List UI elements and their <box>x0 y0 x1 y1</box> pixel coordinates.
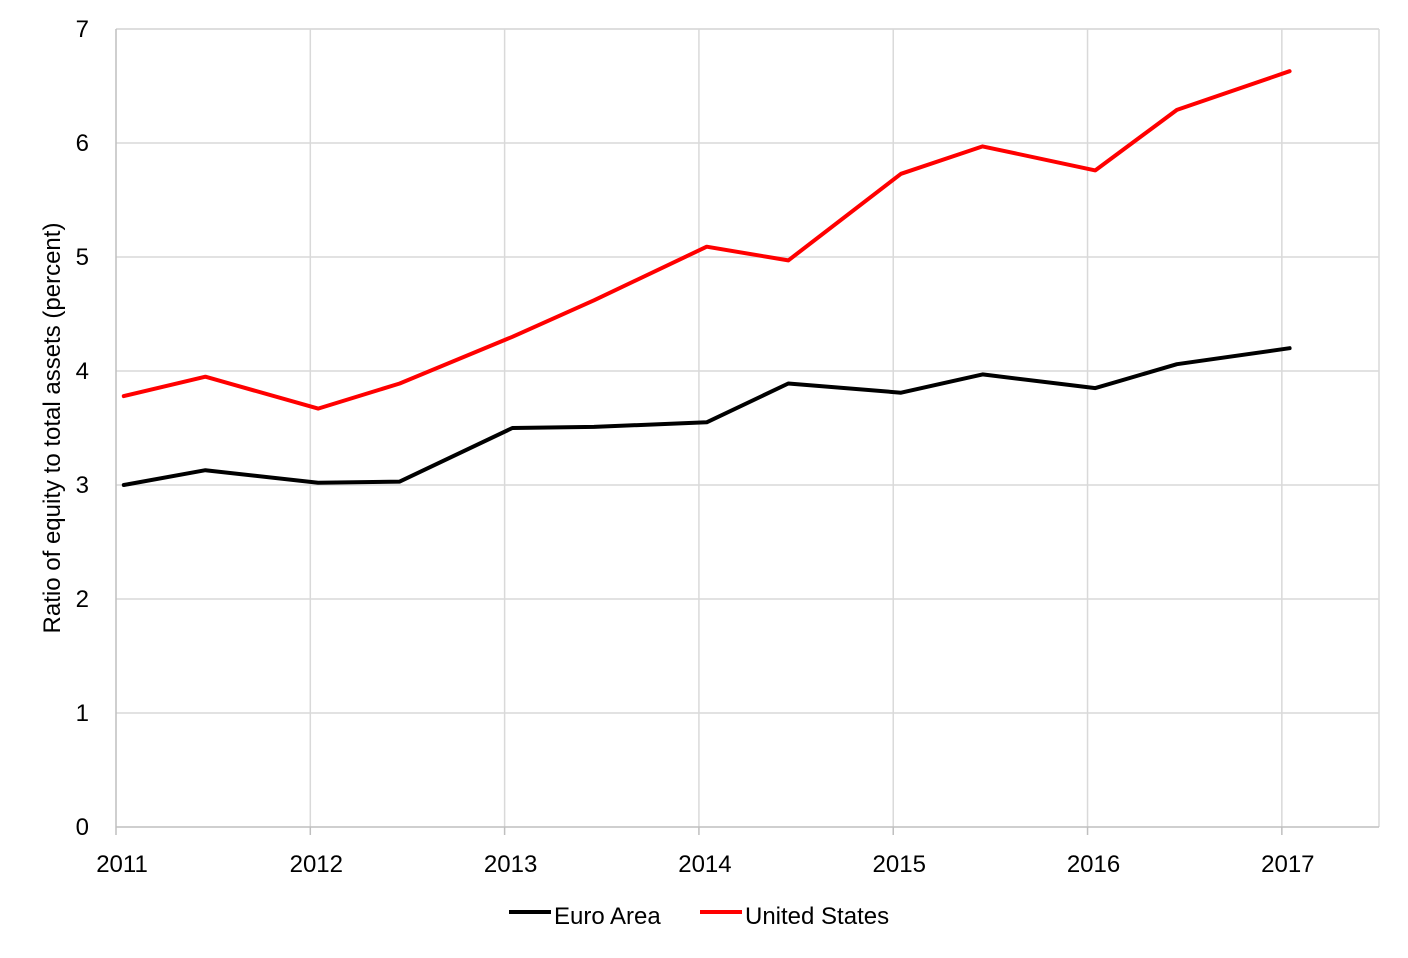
y-tick-label: 6 <box>76 130 89 157</box>
x-tick-label: 2016 <box>1067 851 1120 878</box>
x-tick-label: 2017 <box>1261 851 1314 878</box>
tick-labels: 0 1 2 3 4 5 6 7 2011 2012 2013 2014 2015 2016 2017 <box>76 16 1315 878</box>
y-tick-label: 4 <box>76 358 89 385</box>
y-tick-label: 1 <box>76 700 89 727</box>
legend: Euro Area United States <box>509 903 889 930</box>
y-tick-label: 3 <box>76 472 89 499</box>
x-tick-label: 2012 <box>290 851 343 878</box>
y-axis-title: Ratio of equity to total assets (percent… <box>39 223 66 634</box>
y-tick-label: 5 <box>76 244 89 271</box>
x-tick-label: 2013 <box>484 851 537 878</box>
gridlines <box>116 28 1380 827</box>
legend-label-united-states: United States <box>745 903 889 930</box>
legend-label-euro-area: Euro Area <box>554 903 661 930</box>
series-line-united-states <box>121 69 1292 411</box>
x-tick-label: 2014 <box>678 851 731 878</box>
axes <box>115 29 1379 835</box>
x-tick-label: 2015 <box>873 851 926 878</box>
y-tick-label: 7 <box>76 16 89 43</box>
y-tick-label: 2 <box>76 586 89 613</box>
series-lines <box>121 69 1292 487</box>
series-line-euro-area <box>121 346 1292 487</box>
y-tick-label: 0 <box>76 814 89 841</box>
x-tick-label: 2011 <box>96 851 148 878</box>
